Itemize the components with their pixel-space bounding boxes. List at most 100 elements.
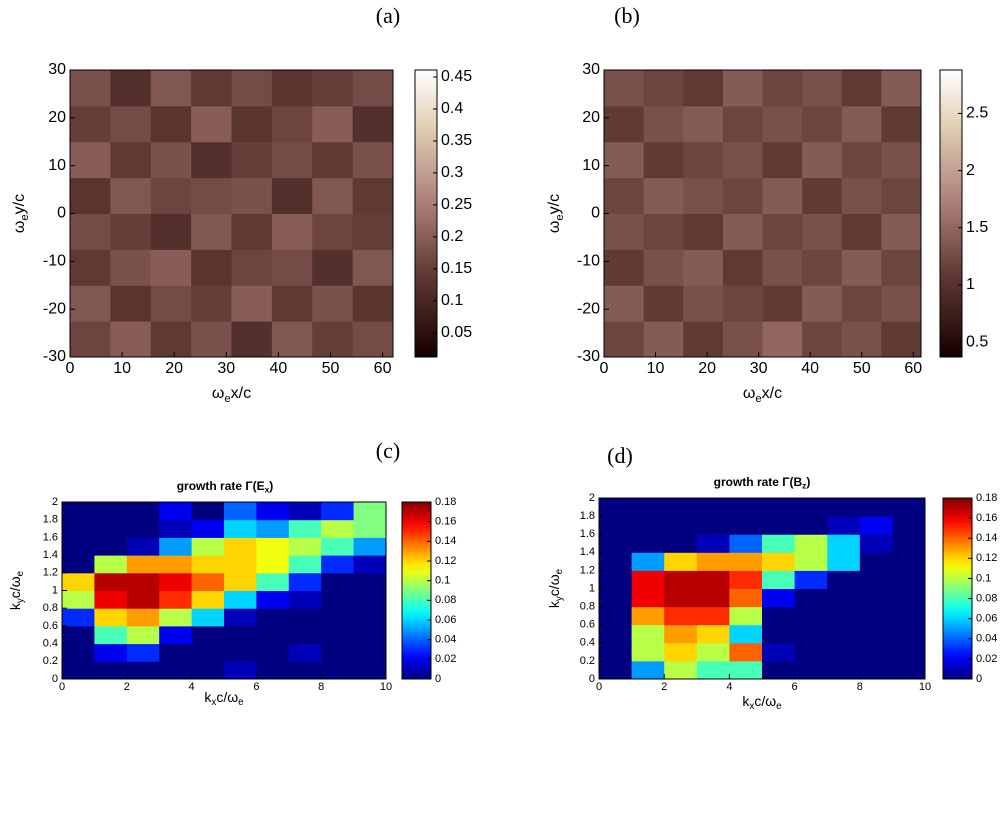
heat-cell bbox=[353, 590, 387, 609]
plot-title-part: z bbox=[802, 481, 806, 491]
heat-cell bbox=[256, 661, 290, 680]
y-tick-label: 0.2 bbox=[43, 655, 58, 667]
colorbar-tick-label: 1.5 bbox=[966, 219, 988, 236]
heat-cell bbox=[191, 643, 225, 662]
heat-cell bbox=[599, 534, 633, 553]
heat-cell bbox=[599, 588, 633, 608]
heat-cell bbox=[159, 608, 193, 627]
heat-cell bbox=[631, 516, 665, 535]
heat-cell bbox=[827, 498, 861, 517]
y-axis-label-part: e bbox=[15, 570, 26, 576]
heat-cell bbox=[256, 537, 290, 556]
heat-cell bbox=[256, 519, 290, 538]
heat-cell bbox=[794, 552, 828, 571]
heat-cell bbox=[729, 624, 763, 644]
y-tick-label: 1.6 bbox=[580, 528, 595, 540]
heat-cell bbox=[599, 660, 633, 680]
y-tick-label: 1.2 bbox=[43, 567, 58, 579]
heat-cell bbox=[881, 105, 922, 143]
heat-cell bbox=[643, 70, 684, 107]
heat-cell bbox=[150, 249, 192, 286]
heat-cell bbox=[827, 642, 861, 662]
colorbar-tick-label: 0.12 bbox=[976, 552, 997, 564]
y-axis-label-part: e bbox=[554, 214, 566, 220]
heat-cell bbox=[631, 642, 665, 662]
heat-cell bbox=[827, 516, 861, 535]
x-tick-label: 6 bbox=[792, 681, 798, 693]
heat-cell bbox=[159, 502, 193, 521]
heat-cell bbox=[827, 552, 861, 571]
heat-cell bbox=[256, 502, 290, 521]
heat-cell bbox=[70, 249, 111, 286]
heat-cell bbox=[841, 141, 882, 179]
colorbar-tick-label: 0.1 bbox=[441, 292, 463, 309]
y-tick-label: 0.4 bbox=[580, 637, 595, 649]
y-tick-label: 1.4 bbox=[580, 546, 595, 558]
panel-label: (c) bbox=[376, 438, 400, 463]
heat-cell bbox=[70, 105, 111, 143]
heat-cell bbox=[321, 590, 355, 609]
colorbar-tick-label: 0.04 bbox=[435, 634, 456, 646]
heat-cell bbox=[62, 555, 95, 574]
y-tick-label: 0 bbox=[52, 673, 58, 685]
heat-cell bbox=[722, 105, 763, 143]
y-tick-label: 1.6 bbox=[43, 531, 58, 543]
x-axis-label: ωex/c bbox=[743, 385, 782, 405]
heat-cell bbox=[352, 141, 394, 179]
y-tick-label: -30 bbox=[43, 348, 66, 365]
heat-cell bbox=[696, 624, 730, 644]
y-axis-label-part: c/ω bbox=[7, 576, 23, 598]
heat-cell bbox=[231, 177, 273, 214]
heat-cell bbox=[827, 588, 861, 608]
heat-cell bbox=[231, 105, 273, 143]
x-axis-label: kxc/ωe bbox=[742, 693, 782, 712]
heat-cell bbox=[126, 590, 160, 609]
heat-cell bbox=[643, 177, 684, 214]
heat-cell bbox=[859, 552, 893, 571]
colorbar-tick-label: 0.04 bbox=[976, 633, 997, 645]
x-tick-label: 2 bbox=[661, 681, 667, 693]
heat-cell bbox=[859, 534, 893, 553]
plot-title-part: growth rate Γ(E bbox=[177, 479, 265, 493]
heat-cell bbox=[288, 625, 322, 645]
colorbar-tick-label: 0.1 bbox=[435, 575, 450, 587]
heat-cell bbox=[256, 572, 290, 591]
colorbar bbox=[942, 497, 973, 680]
heat-cell bbox=[762, 105, 803, 143]
colorbar-tick-label: 0.5 bbox=[966, 333, 988, 350]
heat-cell bbox=[62, 643, 95, 662]
heat-cell bbox=[892, 570, 926, 589]
heat-cell bbox=[191, 519, 225, 538]
x-axis-label-part: x/c bbox=[762, 385, 782, 402]
heat-cell bbox=[110, 285, 152, 322]
panel-label: (a) bbox=[376, 3, 400, 28]
heat-cell bbox=[352, 70, 394, 107]
heat-cell bbox=[664, 516, 698, 535]
heat-cell bbox=[312, 177, 354, 214]
heat-cell bbox=[321, 555, 355, 574]
colorbar bbox=[939, 69, 963, 358]
heat-cell bbox=[321, 661, 355, 680]
colorbar-tick-label: 0.05 bbox=[441, 324, 472, 341]
heat-cell bbox=[62, 625, 95, 645]
heat-cell bbox=[683, 177, 724, 214]
colorbar-tick-label: 0.06 bbox=[976, 613, 997, 625]
colorbar-tick-label: 0 bbox=[435, 673, 441, 685]
heat-cell bbox=[62, 519, 95, 538]
heat-cell bbox=[224, 502, 257, 521]
heat-cell bbox=[664, 624, 698, 644]
y-axis-label-part: y/c bbox=[11, 194, 28, 214]
heat-cell bbox=[353, 572, 387, 591]
heat-cell bbox=[321, 643, 355, 662]
x-axis-label-part: ω bbox=[743, 385, 756, 402]
y-tick-label: 1.8 bbox=[43, 514, 58, 526]
x-tick-label: 30 bbox=[750, 360, 768, 377]
heat-cell bbox=[664, 660, 698, 680]
colorbar-tick-label: 0.16 bbox=[976, 512, 997, 524]
heat-cell bbox=[352, 321, 394, 358]
colorbar-tick-label: 0.15 bbox=[441, 260, 472, 277]
heat-cell bbox=[881, 321, 922, 358]
heat-cell bbox=[762, 177, 803, 214]
y-tick-label: 0.8 bbox=[43, 602, 58, 614]
heat-cell bbox=[859, 588, 893, 608]
